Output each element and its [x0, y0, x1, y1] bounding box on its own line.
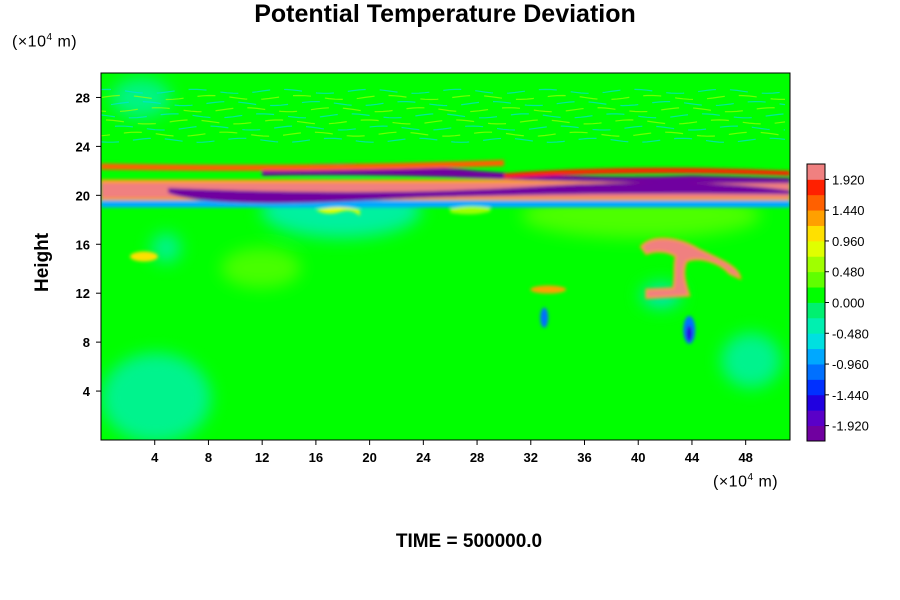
wave-line: [101, 113, 786, 119]
colorbar-tick-label: -1.440: [832, 388, 869, 403]
small-warm: [530, 285, 567, 294]
wave-line: [101, 119, 786, 125]
colorbar-segment: [807, 410, 825, 427]
y-unit-prefix: (×10: [12, 33, 47, 51]
colorbar-segment: [807, 302, 825, 319]
y-unit-suffix: m): [52, 33, 78, 51]
y-tick-label: 12: [76, 286, 90, 301]
band-cyan: [101, 200, 790, 208]
x-tick-label: 20: [362, 450, 376, 465]
x-unit-prefix: (×10: [713, 473, 748, 491]
colorbar-segment: [807, 164, 825, 180]
field-patch: [101, 353, 211, 440]
colorbar: 1.920 1.440 0.960 0.480 0.000 -0.480 -0.960 -1.…: [806, 163, 869, 442]
y-axis-unit: (×104 m): [12, 32, 77, 51]
field-patch: [221, 248, 301, 288]
colorbar-tick-label: -0.480: [832, 326, 869, 341]
x-tick-label: 40: [631, 450, 645, 465]
y-tick-label: 8: [83, 335, 90, 350]
y-tick-label: 16: [76, 237, 90, 252]
band-orange-blob: [315, 207, 360, 217]
band-red-upper: [101, 159, 504, 171]
colorbar-tick-label: -0.960: [832, 357, 869, 372]
colorbar-segment: [807, 348, 825, 365]
x-axis: 4 8 12 16 20 24 28 32 36 40 44 48: [151, 440, 753, 465]
x-tick-label: 16: [309, 450, 323, 465]
colorbar-tick-label: 1.440: [832, 203, 865, 218]
y-tick-label: 4: [83, 384, 91, 399]
x-tick-label: 44: [685, 450, 700, 465]
colorbar-segment: [807, 194, 825, 211]
colorbar-segment: [807, 210, 825, 226]
chart-title: Potential Temperature Deviation: [254, 0, 636, 28]
x-tick-label: 32: [524, 450, 538, 465]
y-axis: 4 8 12 16 20 24 28: [76, 90, 101, 399]
colorbar-segment: [807, 333, 825, 350]
colorbar-tick-label: -1.920: [832, 419, 869, 434]
small-cold: [540, 307, 549, 328]
heatmap-field: [101, 73, 790, 440]
x-unit-suffix: m): [753, 473, 779, 491]
y-tick-label: 20: [76, 188, 90, 203]
band-positive-upper: [503, 167, 790, 179]
colorbar-segment: [807, 240, 825, 257]
x-tick-label: 36: [577, 450, 591, 465]
wave-line: [101, 94, 785, 101]
y-unit-exponent: 4: [46, 32, 53, 43]
field-patch: [111, 78, 171, 118]
colorbar-tick-label: 1.920: [832, 172, 865, 187]
colorbar-segment: [807, 425, 825, 442]
colorbar-tick-label: 0.000: [832, 296, 865, 311]
band-negative-thin: [168, 182, 790, 204]
wave-line: [101, 100, 786, 107]
wave-line: [101, 125, 786, 131]
colorbar-segment: [807, 179, 825, 196]
colorbar-segment: [807, 287, 825, 303]
y-tick-label: 28: [76, 90, 90, 105]
x-tick-label: 12: [255, 450, 269, 465]
band-group: [101, 159, 790, 217]
colorbar-segment: [807, 317, 825, 334]
x-tick-label: 28: [470, 450, 484, 465]
wave-line: [101, 107, 786, 113]
time-label: TIME = 500000.0: [395, 531, 543, 552]
colorbar-tick-label: 0.480: [832, 265, 865, 280]
field-patch: [151, 233, 181, 263]
colorbar-segment: [807, 271, 825, 288]
x-tick-label: 24: [416, 450, 431, 465]
field-patch: [721, 333, 781, 388]
colorbar-segment: [807, 364, 825, 380]
colorbar-segment: [807, 394, 825, 411]
x-tick-label: 4: [151, 450, 159, 465]
x-axis-unit: (×104 m): [713, 472, 778, 491]
band-yellow-blob: [450, 206, 491, 215]
colorbar-segment: [807, 379, 825, 396]
small-warm-left: [129, 251, 158, 262]
plume-cold-core: [686, 325, 693, 342]
plume-group: [129, 237, 742, 344]
wave-line: [101, 131, 786, 137]
x-tick-label: 8: [205, 450, 212, 465]
colorbar-segment: [807, 256, 825, 273]
x-unit-exponent: 4: [747, 472, 754, 483]
colorbar-segment: [807, 225, 825, 242]
x-tick-label: 48: [738, 450, 752, 465]
wave-ripples: [101, 88, 786, 143]
wave-line: [101, 88, 786, 94]
plume: [639, 237, 742, 300]
y-tick-label: 24: [76, 139, 91, 154]
colorbar-tick-label: 0.960: [832, 234, 865, 249]
plot-frame: [100, 72, 791, 441]
